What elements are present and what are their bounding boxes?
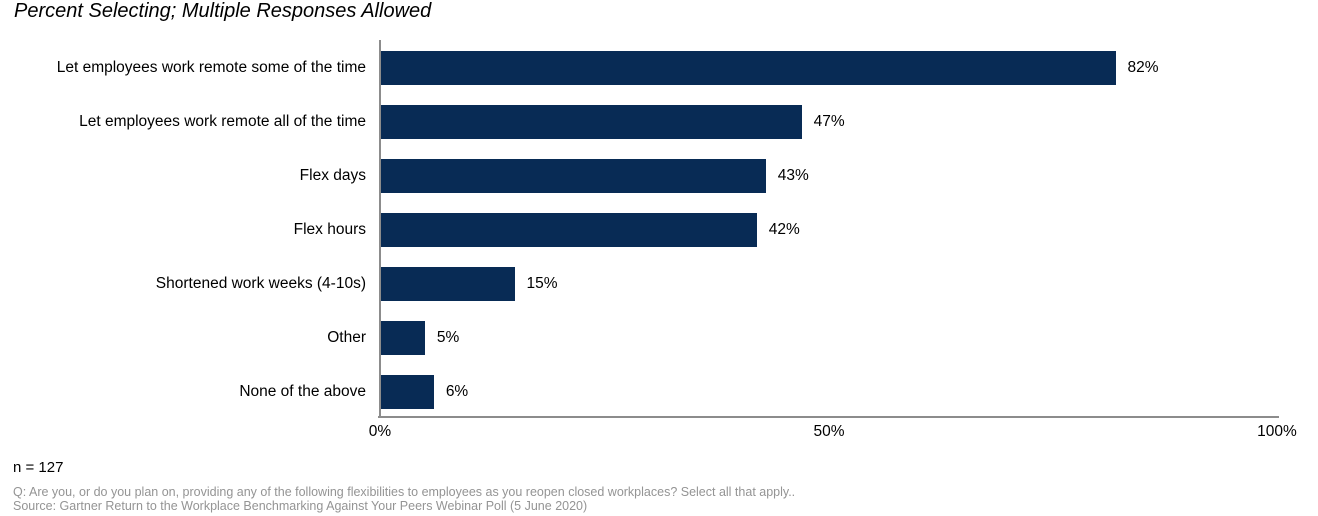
plot-cell: 6% [380,365,1277,419]
chart-row: Let employees work remote all of the tim… [0,95,1318,149]
plot-cell: 15% [380,257,1277,311]
x-axis-tick-0: 0% [368,423,392,440]
source-note: Source: Gartner Return to the Workplace … [13,499,588,513]
bar [380,321,425,355]
plot-cell: 43% [380,149,1277,203]
chart-row: Shortened work weeks (4-10s) 15% [0,257,1318,311]
bar [380,213,757,247]
category-label: Flex days [299,167,366,184]
category-label: Other [327,329,366,346]
chart-row: Let employees work remote some of the ti… [0,41,1318,95]
chart-row: Flex days 43% [0,149,1318,203]
y-axis-line [379,40,381,418]
plot-cell: 5% [380,311,1277,365]
category-label: Flex hours [293,221,366,238]
value-label: 6% [445,383,469,400]
x-axis-tick-50: 50% [813,423,845,440]
bar [380,267,515,301]
bar [380,105,802,139]
category-label: None of the above [239,383,366,400]
category-label: Let employees work remote some of the ti… [56,59,366,76]
plot-cell: 47% [380,95,1277,149]
category-label: Shortened work weeks (4-10s) [155,275,366,292]
chart-plot-area: Let employees work remote some of the ti… [0,41,1318,419]
x-axis-tick-100: 100% [1257,423,1297,440]
bar [380,375,434,409]
category-label: Let employees work remote all of the tim… [79,113,366,130]
plot-cell: 42% [380,203,1277,257]
chart-title: Percent Selecting; Multiple Responses Al… [14,0,432,22]
survey-question-note: Q: Are you, or do you plan on, providing… [13,485,796,499]
value-label: 42% [768,221,800,238]
plot-cell: 82% [380,41,1277,95]
sample-size-note: n = 127 [13,459,64,476]
bar [380,159,766,193]
value-label: 82% [1127,59,1159,76]
value-label: 15% [526,275,558,292]
chart-row: Other 5% [0,311,1318,365]
x-axis-line [378,416,1279,418]
bar [380,51,1116,85]
chart-row: Flex hours 42% [0,203,1318,257]
value-label: 43% [777,167,809,184]
value-label: 5% [436,329,460,346]
value-label: 47% [813,113,845,130]
chart-row: None of the above 6% [0,365,1318,419]
